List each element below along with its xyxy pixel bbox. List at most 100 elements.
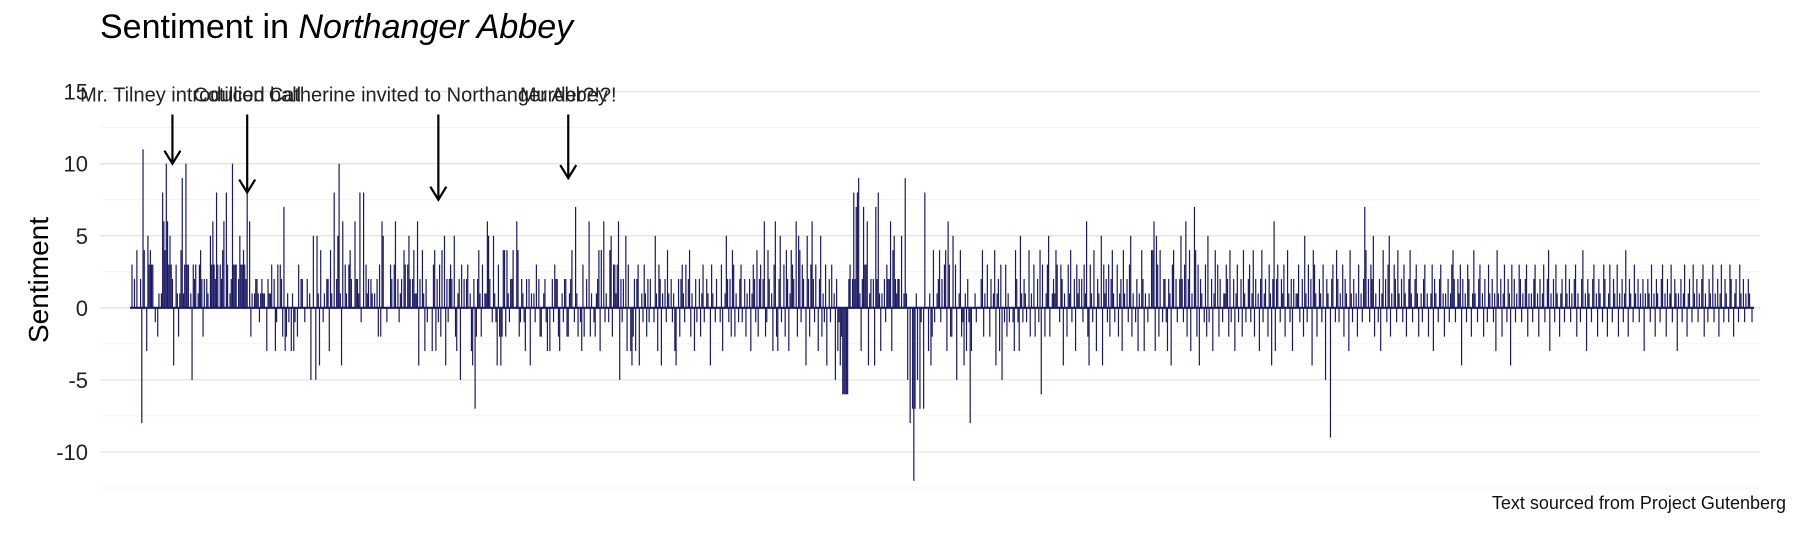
sentiment-bar bbox=[1098, 293, 1100, 308]
sentiment-bar bbox=[1206, 307, 1208, 337]
sentiment-bar bbox=[633, 279, 636, 308]
sentiment-bar bbox=[1503, 264, 1506, 308]
sentiment-bar bbox=[235, 264, 237, 308]
sentiment-bar bbox=[668, 293, 670, 308]
sentiment-bar bbox=[919, 307, 921, 409]
sentiment-bar bbox=[1150, 250, 1153, 308]
sentiment-bar bbox=[1163, 279, 1165, 308]
sentiment-bar bbox=[579, 307, 582, 323]
sentiment-bar bbox=[1242, 250, 1245, 308]
sentiment-bar bbox=[1307, 264, 1309, 308]
sentiment-bar bbox=[1218, 307, 1220, 337]
sentiment-bar bbox=[1085, 221, 1088, 308]
sentiment-bar bbox=[1691, 307, 1693, 323]
sentiment-bar bbox=[1222, 307, 1224, 323]
sentiment-bar bbox=[198, 264, 200, 308]
sentiment-bar bbox=[1062, 307, 1064, 366]
sentiment-bar bbox=[626, 307, 628, 352]
sentiment-bar bbox=[943, 264, 946, 308]
sentiment-bar bbox=[389, 264, 392, 308]
sentiment-bar bbox=[1375, 293, 1377, 308]
annotation-arrow-head bbox=[163, 150, 182, 166]
sentiment-bar bbox=[450, 264, 452, 308]
sentiment-bar bbox=[1554, 307, 1556, 323]
sentiment-bar bbox=[561, 293, 563, 308]
sentiment-bar bbox=[1263, 293, 1265, 308]
sentiment-bar bbox=[1483, 307, 1485, 337]
sentiment-bar bbox=[1491, 279, 1493, 308]
sentiment-bar bbox=[367, 279, 370, 308]
sentiment-bar bbox=[780, 307, 783, 323]
sentiment-bar bbox=[715, 279, 718, 308]
sentiment-bar bbox=[1153, 221, 1155, 308]
sentiment-bar bbox=[1207, 235, 1209, 308]
sentiment-bar bbox=[1121, 307, 1123, 352]
sentiment-bar bbox=[492, 235, 495, 308]
sentiment-bar bbox=[253, 293, 256, 308]
sentiment-bar bbox=[1191, 293, 1193, 308]
sentiment-bar bbox=[180, 250, 182, 308]
sentiment-bar bbox=[1541, 293, 1544, 308]
sentiment-bar bbox=[642, 307, 644, 323]
sentiment-bar bbox=[262, 293, 264, 308]
sentiment-bar bbox=[225, 192, 227, 308]
sentiment-bar bbox=[616, 264, 618, 308]
sentiment-bar bbox=[374, 293, 376, 308]
sentiment-bar bbox=[874, 307, 876, 366]
sentiment-bar bbox=[394, 221, 397, 308]
sentiment-bar bbox=[1224, 293, 1226, 308]
sentiment-bar bbox=[924, 192, 926, 308]
sentiment-bar bbox=[534, 307, 536, 323]
sentiment-bar bbox=[1327, 293, 1329, 308]
sentiment-bar bbox=[322, 307, 324, 323]
sentiment-bar bbox=[294, 307, 296, 323]
sentiment-bar bbox=[631, 307, 633, 366]
sentiment-bar bbox=[345, 293, 348, 308]
sentiment-bar bbox=[610, 235, 612, 308]
sentiment-bar bbox=[688, 250, 691, 308]
sentiment-bar bbox=[1524, 279, 1526, 308]
sentiment-bar bbox=[777, 307, 779, 352]
sentiment-bar bbox=[480, 307, 482, 337]
sentiment-bar bbox=[1197, 264, 1199, 308]
sentiment-bar bbox=[1559, 307, 1561, 337]
sentiment-bar bbox=[163, 221, 165, 308]
sentiment-bar bbox=[1693, 293, 1696, 308]
sentiment-bar bbox=[1291, 307, 1294, 352]
sentiment-bar bbox=[696, 307, 698, 323]
sentiment-bar bbox=[290, 307, 292, 352]
sentiment-bar bbox=[892, 250, 894, 308]
sentiment-bar bbox=[1361, 307, 1363, 323]
sentiment-bar bbox=[962, 307, 964, 323]
sentiment-bar bbox=[1166, 307, 1169, 352]
sentiment-bar bbox=[867, 307, 870, 366]
sentiment-bar bbox=[734, 307, 736, 337]
sentiment-bar bbox=[559, 307, 561, 352]
sentiment-bar bbox=[148, 264, 150, 308]
sentiment-bar bbox=[745, 307, 747, 337]
sentiment-bar bbox=[823, 307, 825, 323]
sentiment-bar bbox=[1381, 293, 1383, 308]
sentiment-bar bbox=[691, 293, 693, 308]
sentiment-bar bbox=[1686, 307, 1688, 337]
sentiment-bar bbox=[475, 307, 477, 337]
sentiment-bar bbox=[1604, 279, 1606, 308]
sentiment-bar bbox=[1642, 279, 1644, 308]
sentiment-bar bbox=[1599, 293, 1601, 308]
sentiment-bar bbox=[519, 307, 522, 323]
sentiment-bar bbox=[533, 293, 535, 308]
sentiment-bar bbox=[1229, 250, 1231, 308]
sentiment-bar bbox=[1349, 250, 1351, 308]
sentiment-bar bbox=[824, 264, 827, 308]
sentiment-bar bbox=[959, 250, 961, 308]
sentiment-bar bbox=[1252, 250, 1254, 308]
sentiment-bar bbox=[1420, 293, 1422, 308]
sentiment-bar bbox=[1219, 279, 1221, 308]
sentiment-bar bbox=[538, 279, 540, 308]
sentiment-bar bbox=[565, 279, 567, 308]
sentiment-bar bbox=[339, 293, 341, 308]
sentiment-bar bbox=[171, 279, 174, 308]
sentiment-bar bbox=[386, 307, 388, 323]
sentiment-bar bbox=[735, 293, 737, 308]
sentiment-bar bbox=[795, 221, 797, 308]
